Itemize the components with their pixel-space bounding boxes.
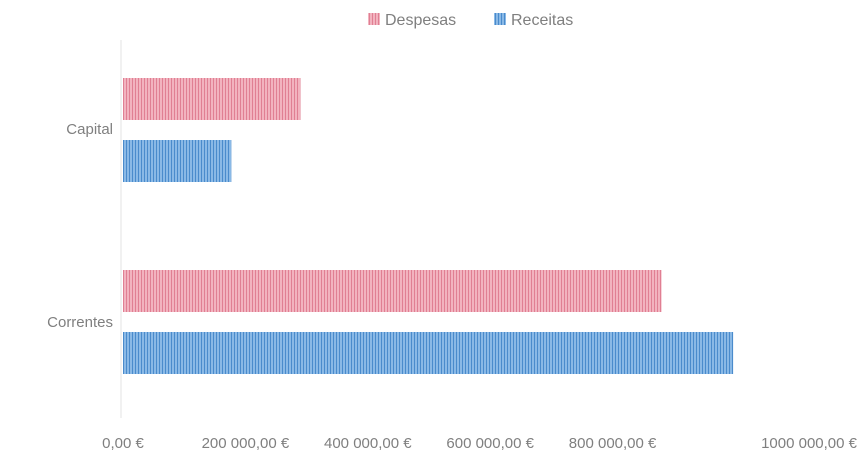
- bar-correntes-despesas: [123, 270, 662, 312]
- legend-swatch-receitas: [494, 13, 506, 25]
- x-tick-label: 400 000,00 €: [324, 435, 412, 452]
- x-tick-label: 0,00 €: [102, 435, 144, 452]
- x-tick-label: 600 000,00 €: [446, 435, 534, 452]
- legend-label-receitas: Receitas: [511, 12, 573, 29]
- legend-swatch-despesas: [368, 13, 380, 25]
- bar-correntes-receitas: [123, 332, 734, 374]
- legend-label-despesas: Despesas: [385, 12, 456, 29]
- category-labels: Capital Correntes: [47, 121, 113, 331]
- x-tick-label: 1000 000,00 €: [761, 435, 858, 452]
- bar-capital-despesas: [123, 78, 301, 120]
- legend: Despesas Receitas: [368, 12, 573, 29]
- bar-capital-receitas: [123, 140, 232, 182]
- bars-group: [123, 78, 734, 374]
- category-label-correntes: Correntes: [47, 314, 113, 331]
- category-label-capital: Capital: [66, 121, 113, 138]
- x-axis-tick-labels: 0,00 € 200 000,00 € 400 000,00 € 600 000,00…: [102, 435, 858, 452]
- x-tick-label: 800 000,00 €: [569, 435, 657, 452]
- x-tick-label: 200 000,00 €: [202, 435, 290, 452]
